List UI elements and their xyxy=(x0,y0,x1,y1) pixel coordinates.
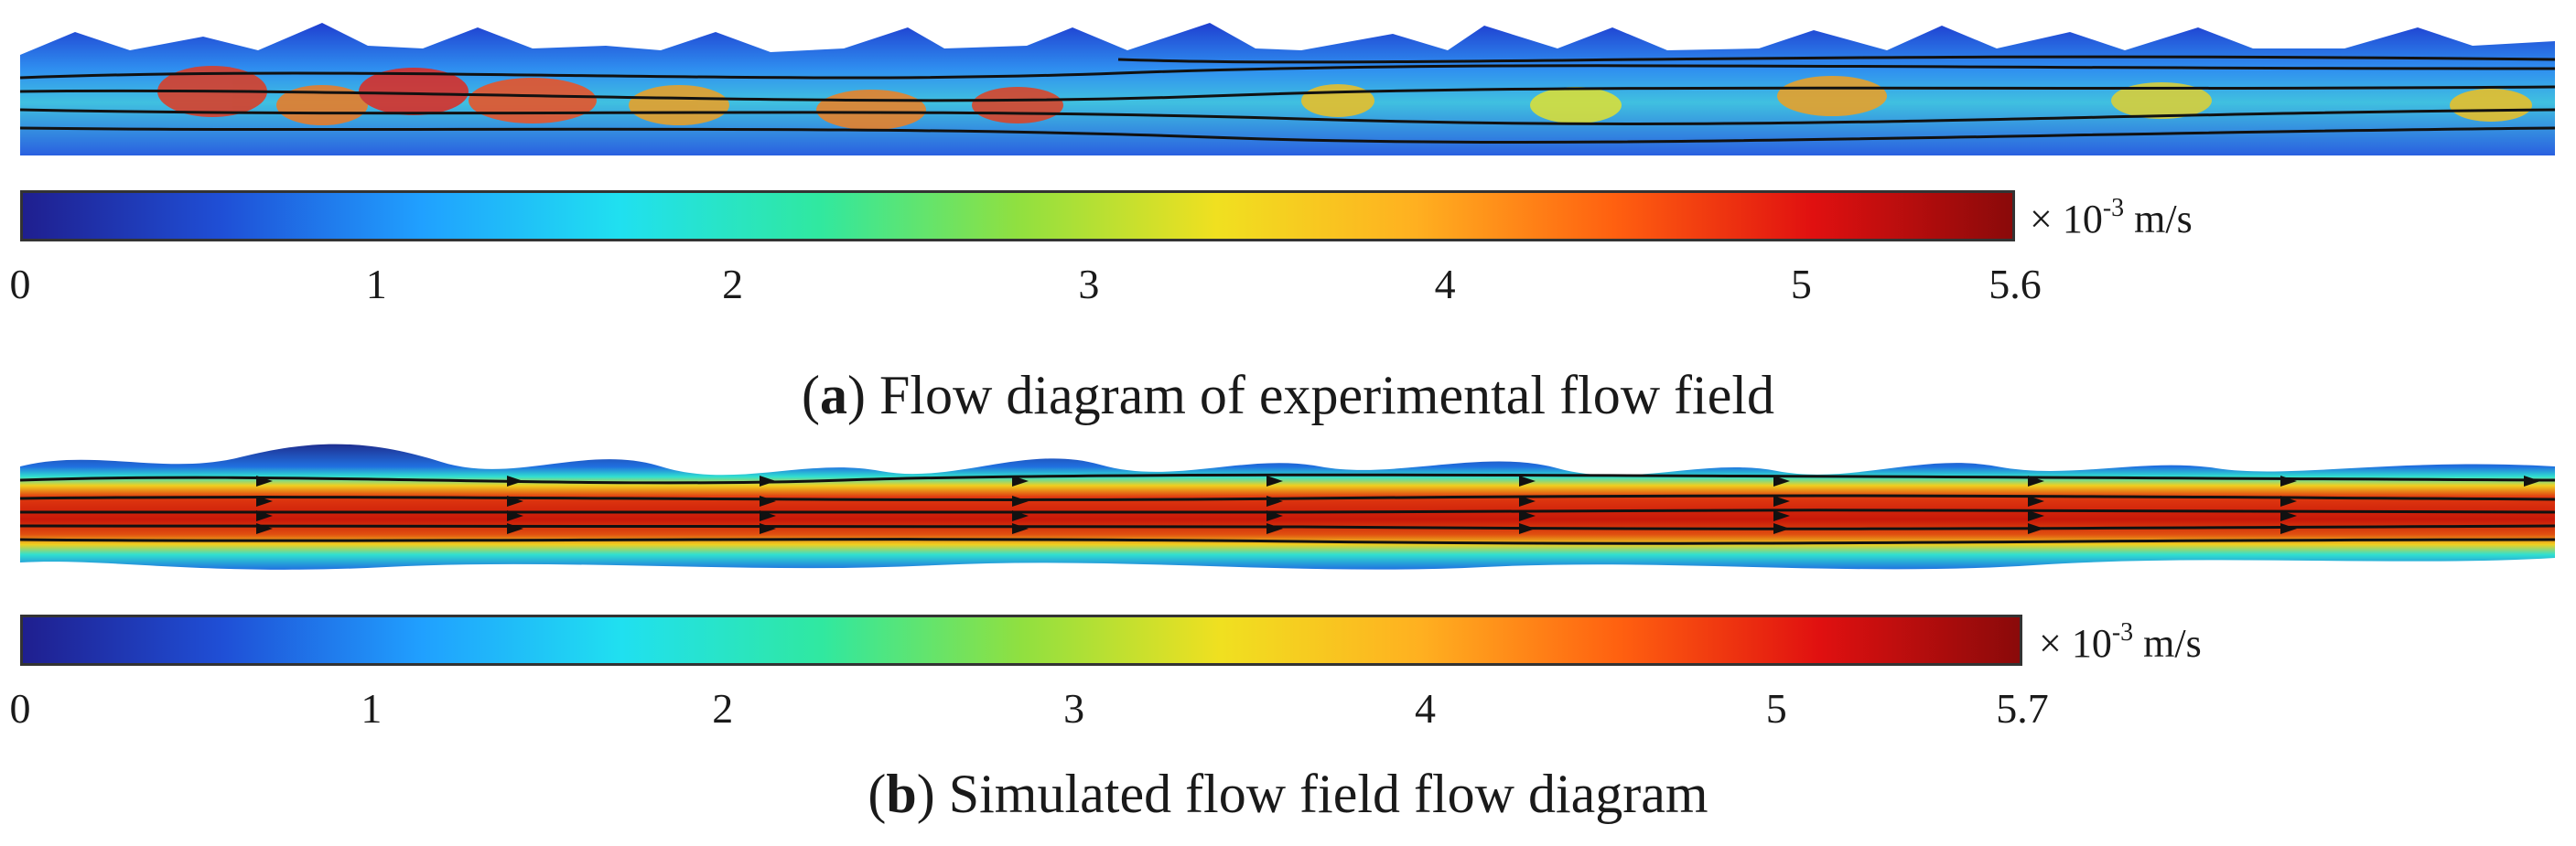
colorbar-b-tick-label: 3 xyxy=(1063,685,1085,732)
colorbar-a-tick-label: 0 xyxy=(9,261,31,307)
colorbar-b-tick-label: 5.7 xyxy=(1996,685,2049,732)
colorbar-a-tick-label: 2 xyxy=(722,261,744,307)
colorbar-b-gradient xyxy=(23,617,2020,663)
colorbar-b-tick-label: 1 xyxy=(361,685,383,732)
simulated-flow-field-image xyxy=(20,444,2555,570)
colorbar-a-tick-label: 5 xyxy=(1790,261,1812,307)
colorbar-a xyxy=(20,190,2015,241)
colorbar-b-tick-label: 2 xyxy=(712,685,734,732)
colorbar-b xyxy=(20,615,2022,666)
colorbar-a-tick-label: 4 xyxy=(1434,261,1456,307)
colorbar-a-tick-label: 3 xyxy=(1078,261,1100,307)
experimental-flow-field-image xyxy=(20,23,2555,155)
colorbar-b-tick-label: 5 xyxy=(1765,685,1787,732)
unit-label-b: × 10-3 m/s xyxy=(2039,618,2202,666)
colorbar-a-tick-label: 1 xyxy=(365,261,387,307)
simulated-streamlines xyxy=(20,473,2555,545)
colorbar-a-tick-label: 5.6 xyxy=(1989,261,2042,307)
caption-a: (a) Flow diagram of experimental flow fi… xyxy=(801,365,1774,425)
experimental-streamlines xyxy=(20,55,2555,144)
colorbar-b-tick-label: 4 xyxy=(1414,685,1436,732)
simulated-domain xyxy=(20,444,2555,570)
unit-label-a: × 10-3 m/s xyxy=(2030,194,2193,241)
caption-b: (b) Simulated flow field flow diagram xyxy=(868,764,1708,824)
colorbar-a-gradient xyxy=(23,193,2012,239)
colorbar-b-tick-label: 0 xyxy=(9,685,31,732)
flow-direction-arrows xyxy=(256,476,2540,534)
